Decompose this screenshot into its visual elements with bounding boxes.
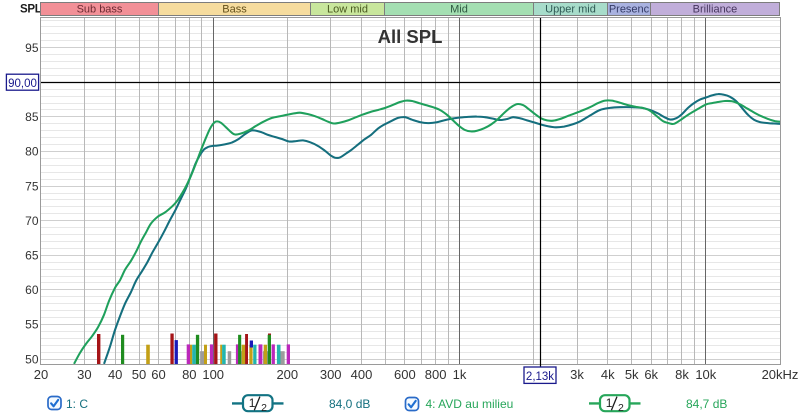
- svg-text:75: 75: [25, 179, 39, 193]
- svg-text:3k: 3k: [570, 367, 584, 382]
- svg-text:1: 1: [249, 396, 256, 410]
- svg-text:2,13k: 2,13k: [526, 371, 554, 383]
- svg-text:Sub bass: Sub bass: [77, 4, 123, 16]
- svg-text:30: 30: [77, 367, 91, 382]
- svg-text:1: 1: [606, 396, 613, 410]
- svg-text:4k: 4k: [601, 367, 615, 382]
- svg-text:800: 800: [425, 367, 447, 382]
- svg-text:All SPL: All SPL: [378, 26, 443, 47]
- svg-text:84,7 dB: 84,7 dB: [686, 397, 727, 411]
- svg-text:80: 80: [25, 145, 39, 159]
- svg-text:60: 60: [151, 367, 165, 382]
- svg-text:5k: 5k: [625, 367, 639, 382]
- svg-text:85: 85: [25, 110, 39, 124]
- svg-text:6k: 6k: [644, 367, 658, 382]
- svg-text:Bass: Bass: [222, 4, 247, 16]
- svg-text:80: 80: [182, 367, 196, 382]
- svg-text:1k: 1k: [453, 367, 467, 382]
- svg-text:Brilliance: Brilliance: [693, 4, 738, 16]
- svg-text:1: C: 1: C: [66, 397, 88, 411]
- svg-text:90,00: 90,00: [8, 78, 37, 90]
- svg-text:95: 95: [25, 41, 39, 55]
- svg-text:Presenc: Presenc: [609, 4, 650, 16]
- svg-text:20: 20: [34, 367, 48, 382]
- svg-text:200: 200: [276, 367, 298, 382]
- svg-text:Low mid: Low mid: [327, 4, 368, 16]
- svg-text:400: 400: [351, 367, 373, 382]
- svg-text:40: 40: [108, 367, 122, 382]
- svg-text:100: 100: [202, 367, 224, 382]
- svg-text:Mid: Mid: [450, 4, 468, 16]
- svg-text:600: 600: [394, 367, 416, 382]
- svg-text:70: 70: [25, 214, 39, 228]
- svg-text:300: 300: [320, 367, 342, 382]
- svg-text:8k: 8k: [675, 367, 689, 382]
- svg-text:55: 55: [25, 318, 39, 332]
- svg-text:2: 2: [618, 402, 624, 414]
- svg-text:10k: 10k: [695, 367, 716, 382]
- svg-text:SPL: SPL: [20, 4, 42, 16]
- svg-text:65: 65: [25, 249, 39, 263]
- svg-text:20kHz: 20kHz: [762, 367, 799, 382]
- svg-text:50: 50: [132, 367, 146, 382]
- svg-text:2: 2: [261, 402, 267, 414]
- svg-text:50: 50: [25, 352, 39, 366]
- svg-text:Upper mid: Upper mid: [545, 4, 596, 16]
- svg-text:84,0 dB: 84,0 dB: [329, 397, 370, 411]
- svg-text:4: AVD au milieu: 4: AVD au milieu: [426, 397, 514, 411]
- svg-text:60: 60: [25, 283, 39, 297]
